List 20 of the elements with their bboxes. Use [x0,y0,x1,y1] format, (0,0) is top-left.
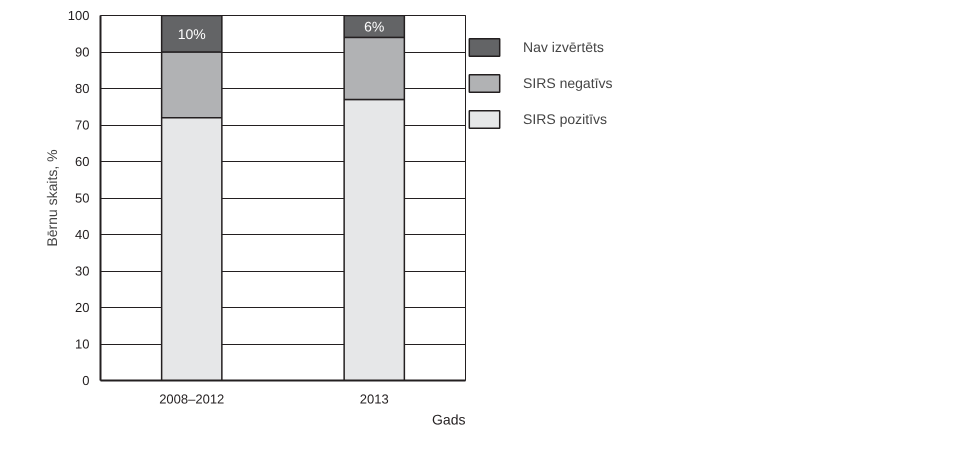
data-label: 10% [178,26,206,42]
y-tick-label: 0 [82,373,90,388]
x-tick-label: 2013 [360,392,389,406]
y-tick-label: 100 [68,8,90,23]
data-label: 6% [364,18,384,34]
y-axis-title: Bērnu skaits, % [44,149,60,247]
y-tick-label: 80 [75,81,90,96]
x-tick-label: 2008–2012 [159,392,224,406]
legend-label: SIRS pozitīvs [523,111,608,127]
y-tick-label: 70 [75,118,90,132]
legend-label: Nav izvērtēts [523,39,604,55]
y-tick-label: 90 [75,44,90,60]
x-axis-title: Gads [432,412,466,428]
y-tick-label: 60 [75,154,90,169]
legend-label: SIRS negatīvs [523,75,612,91]
y-tick-label: 30 [75,264,90,278]
y-tick-label: 20 [75,300,90,315]
y-tick-label: 50 [75,190,90,206]
y-tick-label: 40 [75,227,90,242]
y-tick-label: 10 [75,336,90,352]
